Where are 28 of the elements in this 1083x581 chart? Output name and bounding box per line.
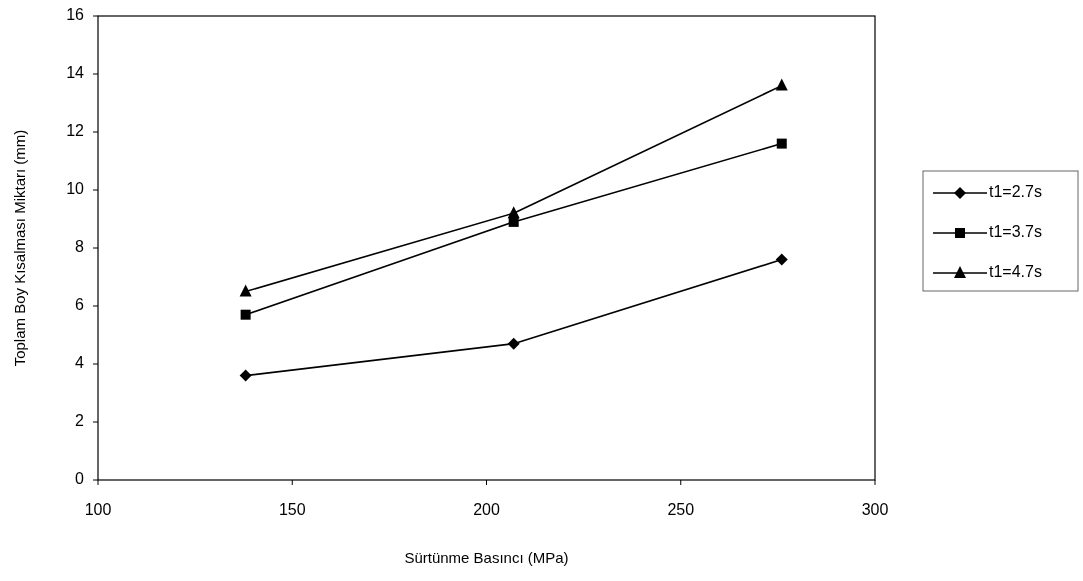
point [775,78,788,91]
point [240,309,251,320]
legend-label: t1=4.7s [989,263,1042,281]
y-tick-label: 12 [66,122,85,140]
x-tick-label: 150 [278,501,306,518]
y-tick-label: 2 [75,412,85,430]
x-axis-title: Sürtünme Basıncı (MPa) [404,549,569,566]
legend-label: t1=2.7s [989,183,1042,201]
y-tick-label: 8 [75,238,85,256]
y-tick-label: 0 [75,470,85,488]
point [507,337,520,350]
x-tick-label: 100 [84,501,112,518]
point [239,284,252,297]
point [239,369,252,382]
y-tick-label: 14 [66,64,85,82]
y-tick-label: 4 [75,354,85,372]
y-tick-label: 10 [66,180,85,198]
y-axis-title: Toplam Boy Kısalması Miktarı (mm) [11,129,28,367]
point [508,216,519,227]
y-tick-label: 6 [75,296,85,314]
x-tick-label: 250 [667,501,695,518]
x-tick-label: 200 [473,501,500,518]
legend-label: t1=3.7s [989,223,1042,241]
point [776,138,787,149]
point [775,253,788,266]
y-tick-label: 16 [66,6,85,24]
x-tick-label: 300 [861,501,889,518]
point [507,206,520,219]
